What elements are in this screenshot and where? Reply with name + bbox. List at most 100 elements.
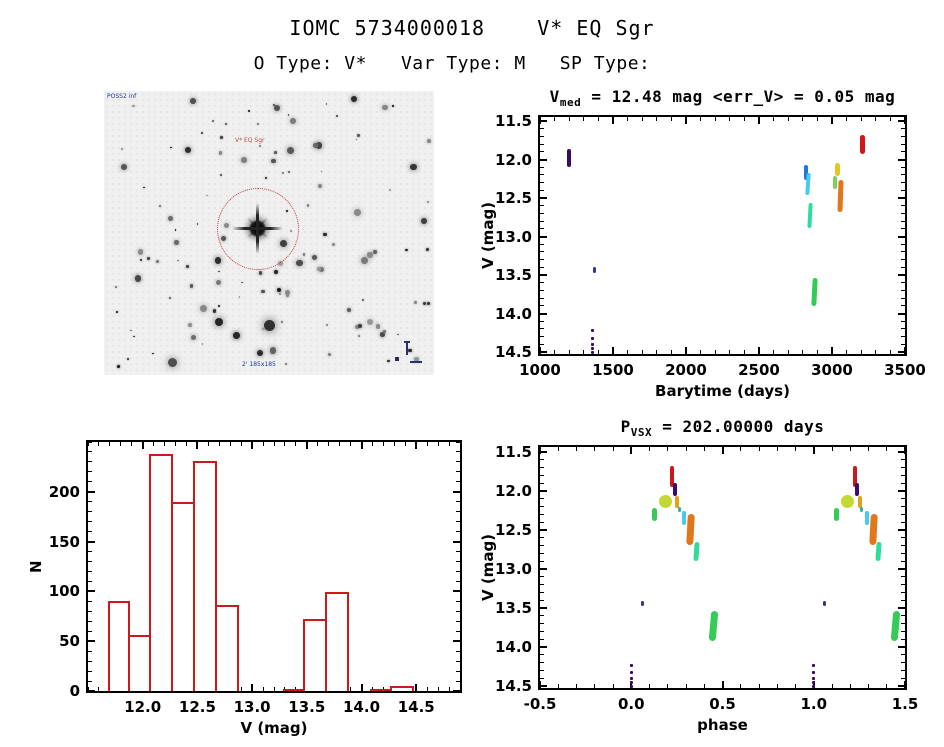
tick-mark [901,552,905,554]
tick-mark [898,351,905,353]
tick-mark [568,350,570,354]
phase-plot: PVSX = 202.00000 days phase V (mag) -0.5… [479,417,918,734]
tick-mark [456,660,460,662]
tick-mark [886,447,888,451]
star-dot [233,331,240,339]
tick-mark [540,576,544,578]
data-segment [804,164,808,181]
tick-mark [889,350,891,354]
tick-mark [802,117,804,121]
tick-label: 14.0 [343,698,381,716]
star-dot [116,311,118,313]
tick-mark [898,685,905,687]
tick-mark [164,442,166,446]
data-dot [591,347,595,351]
tick-mark [426,687,428,691]
star-dot [427,302,431,306]
tick-mark [88,680,92,682]
histogram-bar [325,592,349,691]
tick-mark [714,350,716,354]
tick-mark [901,128,905,130]
tick-mark [88,640,95,643]
tick-mark [456,501,460,503]
tick-mark [540,607,547,609]
tick-mark [305,442,308,449]
star-dot [375,324,381,329]
tick-mark [795,447,796,451]
tick-mark [901,259,905,261]
tick-label: 1500 [592,361,634,379]
tick-label: 150 [48,532,80,551]
tick-mark [539,681,541,688]
tick-mark [88,650,92,652]
phase-title: PVSX = 202.00000 days [621,417,825,439]
data-dot [812,671,816,675]
data-segment [868,514,878,546]
data-segment [834,508,840,521]
tick-mark [795,684,796,688]
tick-mark [901,212,905,214]
star-dot [276,287,282,292]
tick-mark [627,350,629,354]
tick-mark [554,350,556,354]
tick-mark [743,117,745,121]
tick-mark [540,568,547,570]
data-dot [812,681,816,685]
data-dot [812,664,816,668]
tick-label: 0.5 [709,695,736,713]
tick-mark [901,289,905,291]
title-post: = 12.48 mag <err_V> = 0.05 mag [581,87,896,106]
data-segment [860,134,866,155]
tick-mark [656,350,658,354]
tick-mark [901,545,905,547]
tick-mark [576,684,577,688]
data-segment [682,511,687,525]
star-dot [199,305,207,313]
data-dot [591,351,595,355]
data-segment [811,277,818,306]
star-dot [257,349,264,356]
star-dot [414,301,417,304]
histogram-bar [390,686,414,691]
data-dot [629,671,633,675]
tick-mark [437,442,439,446]
tick-mark [88,551,92,553]
data-dot [629,664,633,668]
tick-mark [831,347,833,354]
histogram-bar [283,689,305,691]
star-dot [189,283,194,288]
tick-mark [889,117,891,121]
tick-mark [120,442,122,446]
tick-mark [901,669,905,671]
data-segment [592,266,596,274]
tick-mark [583,117,585,121]
tick-mark [540,482,544,484]
tick-label: 0.0 [617,695,645,713]
data-segment [823,600,827,607]
data-segment [807,202,814,229]
tick-mark [229,442,231,446]
tick-mark [898,274,905,276]
tick-mark [740,684,742,688]
tick-mark [540,669,544,671]
tick-mark [868,447,869,451]
star-dot [296,260,303,267]
data-segment [837,179,844,212]
star-dot [285,362,288,365]
tick-mark [831,447,833,451]
tick-mark [901,638,905,640]
title-pre: V [549,87,560,106]
star-dot [167,358,177,368]
tick-label: 200 [48,482,80,501]
tick-mark [740,447,742,451]
star-dot [174,229,177,231]
tick-mark [540,336,544,338]
tick-mark [88,481,92,483]
star-dot [410,164,417,171]
tick-mark [901,560,905,562]
tick-mark [540,599,544,601]
tick-mark [540,197,547,199]
data-segment [891,610,901,641]
tick-mark [540,220,544,222]
